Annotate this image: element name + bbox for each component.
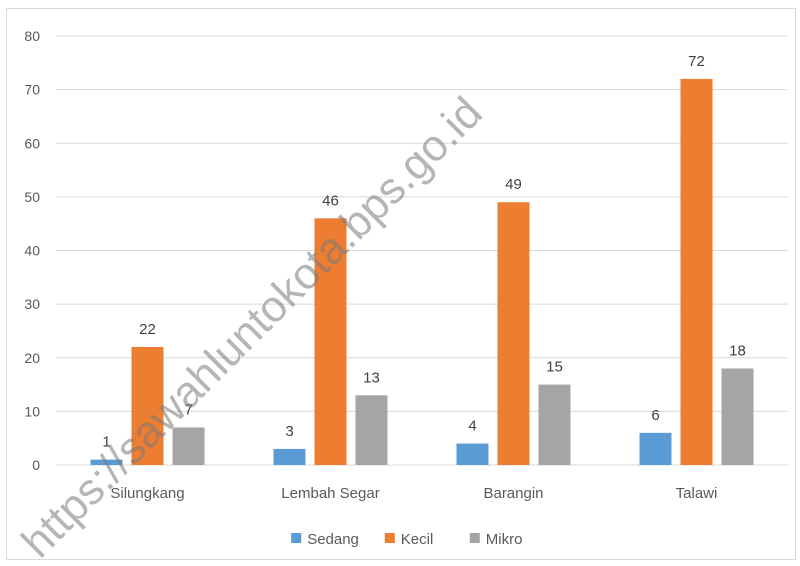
data-label: 3: [285, 423, 293, 440]
data-label: 49: [505, 176, 522, 193]
y-tick-label: 50: [24, 189, 40, 205]
y-axis-tick-labels: 0 10 20 30 40 50 60 70 80: [24, 28, 40, 473]
legend-label-mikro: Mikro: [486, 531, 523, 548]
legend-label-kecil: Kecil: [401, 531, 434, 548]
x-axis-category-labels: Silungkang Lembah Segar Barangin Talawi: [110, 485, 717, 502]
y-tick-label: 60: [24, 135, 40, 151]
data-label: 22: [139, 321, 156, 338]
data-labels: 1 22 7 3 46 13 4 49 15 6 72 18: [102, 53, 746, 451]
x-category-label: Talawi: [676, 485, 718, 502]
chart-frame: [6, 8, 796, 560]
legend-swatch-sedang: [291, 533, 302, 543]
bar-sedang-silungkang: [90, 459, 123, 465]
bar-mikro-lembah-segar: [355, 395, 388, 465]
data-label: 18: [729, 342, 746, 359]
y-tick-label: 70: [24, 82, 40, 98]
bars: [90, 78, 754, 466]
bar-mikro-silungkang: [172, 427, 205, 465]
data-label: 1: [102, 434, 110, 451]
x-category-label: Barangin: [483, 485, 543, 502]
watermark-text: https://sawahluntokota.bps.go.id: [12, 88, 491, 566]
bar-sedang-lembah-segar: [273, 448, 306, 465]
data-label: 72: [688, 53, 705, 70]
data-label: 46: [322, 192, 339, 209]
legend-swatch-kecil: [384, 533, 395, 543]
x-category-label: Lembah Segar: [281, 485, 379, 502]
y-tick-label: 10: [24, 403, 40, 419]
data-label: 13: [363, 369, 380, 386]
data-label: 15: [546, 359, 563, 376]
y-tick-label: 40: [24, 243, 40, 259]
bar-sedang-barangin: [456, 443, 489, 465]
bar-kecil-talawi: [680, 78, 713, 466]
x-category-label: Silungkang: [110, 485, 184, 502]
y-tick-label: 0: [32, 457, 40, 473]
y-tick-label: 20: [24, 350, 40, 366]
legend-label-sedang: Sedang: [307, 531, 359, 548]
bar-kecil-barangin: [497, 202, 530, 466]
y-tick-label: 30: [24, 296, 40, 312]
legend-swatch-mikro: [469, 533, 480, 543]
legend: Sedang Kecil Mikro: [291, 531, 522, 548]
bar-sedang-talawi: [639, 432, 672, 465]
data-label: 6: [651, 407, 659, 424]
data-label: 7: [184, 401, 192, 418]
bar-kecil-silungkang: [131, 347, 164, 465]
bar-kecil-lembah-segar: [314, 218, 347, 465]
bar-mikro-barangin: [538, 384, 571, 465]
data-label: 4: [468, 418, 476, 435]
y-tick-label: 80: [24, 28, 40, 44]
bar-mikro-talawi: [721, 368, 754, 465]
